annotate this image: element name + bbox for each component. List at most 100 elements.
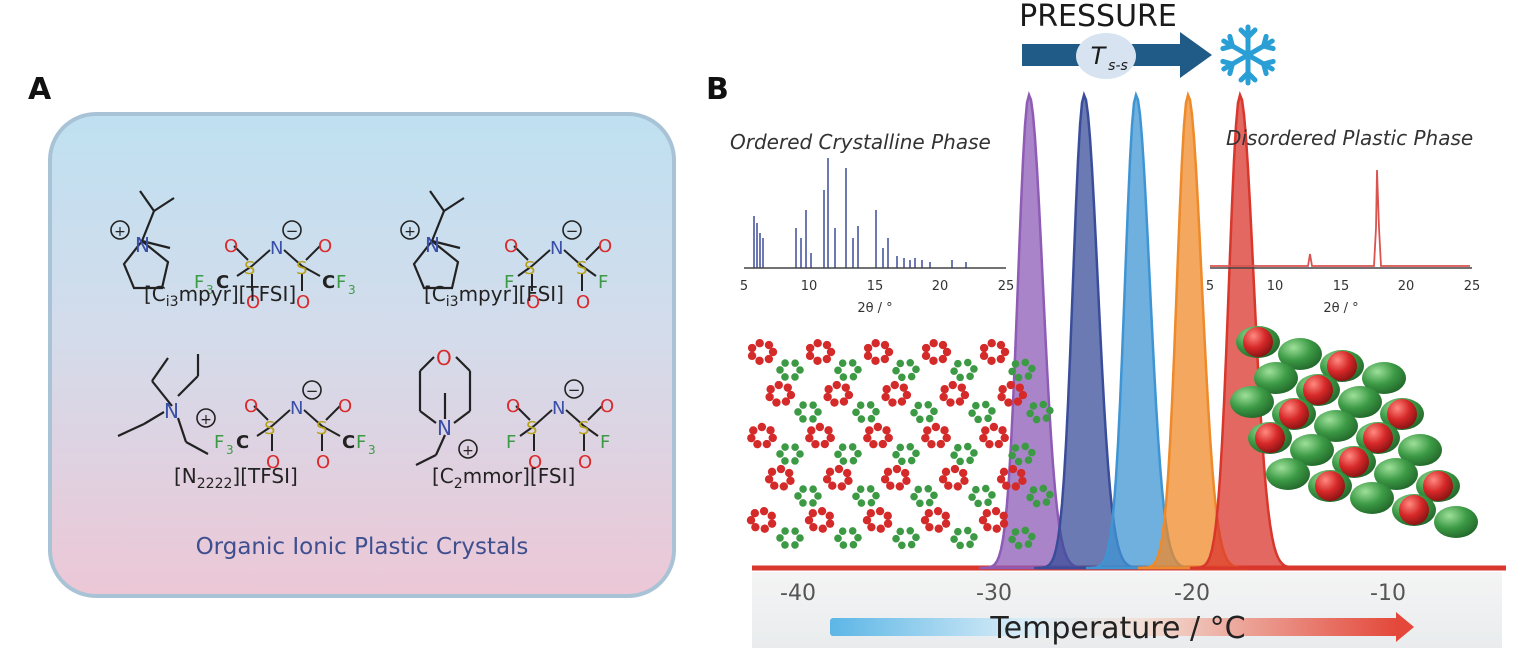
anion-atom <box>805 433 814 443</box>
cation-atom <box>906 358 915 367</box>
disordered-tick-25: 25 <box>1464 279 1481 294</box>
anion-atom <box>936 439 946 449</box>
cation-atom <box>1039 484 1048 493</box>
cation-atom <box>1024 456 1033 464</box>
anion-atom <box>784 468 794 478</box>
ordered-tick-10: 10 <box>801 279 818 294</box>
svg-text:−: − <box>566 222 579 240</box>
cation-atom <box>1014 373 1023 382</box>
ordered-tick-5: 5 <box>740 279 748 294</box>
svg-text:O: O <box>600 396 614 417</box>
cation-atom <box>1046 406 1054 415</box>
disordered-xrd-xlabel: 2θ / ° <box>1323 301 1358 316</box>
molecule-c2mmor-fsi: O N + S S N − O O O O F F <box>415 346 614 473</box>
cation-atom <box>1032 415 1041 424</box>
anion-sphere <box>1327 351 1357 381</box>
anion-atom <box>768 347 778 357</box>
anion-atom <box>844 476 853 486</box>
cation-atom <box>781 527 789 535</box>
cation-atom <box>849 372 858 381</box>
anion-atom <box>897 397 907 406</box>
anion-atom <box>880 475 890 484</box>
molecule-n2222-tfsi: N + S S N − O O O O F 3 C C F 3 <box>117 354 376 473</box>
panel-b-letter: B <box>706 72 729 107</box>
molecule-ci3mpyr-tfsi: + N S S N − O O O O F 3 C C F 3 <box>110 190 356 313</box>
anion-atom <box>767 467 777 477</box>
anion-atom <box>807 426 816 435</box>
anion-atom <box>786 390 796 400</box>
cation-atom <box>809 499 817 507</box>
pressure-arrow-head <box>1180 32 1212 78</box>
anion-atom <box>811 439 820 449</box>
anion-sphere <box>1423 471 1453 501</box>
cation-atom <box>849 540 858 549</box>
anion-atom <box>770 481 779 490</box>
cation-atom <box>925 498 934 507</box>
anion-atom <box>779 482 789 491</box>
panel-a-caption: Organic Ionic Plastic Crystals <box>195 534 529 560</box>
svg-text:N: N <box>290 398 303 419</box>
svg-text:S: S <box>526 418 537 439</box>
anion-atom <box>998 385 1007 394</box>
svg-text:+: + <box>462 443 474 459</box>
temperature-arrow-head <box>1396 612 1414 642</box>
anion-atom <box>1013 397 1023 406</box>
svg-text:O: O <box>578 452 592 473</box>
plastic-crystal-structure <box>1230 326 1478 538</box>
svg-text:S: S <box>578 418 589 439</box>
cation-atom <box>857 415 866 423</box>
anion-atom <box>822 354 832 364</box>
cation-atom <box>839 541 848 549</box>
cation-atom <box>796 450 804 458</box>
svg-text:+: + <box>114 224 126 240</box>
anion-atom <box>902 476 911 486</box>
cation-atom <box>809 401 817 409</box>
cation-atom <box>1029 486 1038 494</box>
panel-a-box: + N S S N − O O O O F 3 C C F 3 [Ci3mpyr… <box>48 112 676 598</box>
cation-atom <box>852 492 860 501</box>
anion-atom <box>826 433 835 443</box>
anion-atom <box>941 511 950 521</box>
anion-atom <box>960 390 970 400</box>
anion-atom <box>834 464 844 474</box>
cation-atom <box>907 540 916 549</box>
anion-atom <box>996 475 1006 484</box>
cation-atom <box>898 457 906 466</box>
cation-atom <box>916 415 924 424</box>
anion-atom <box>866 508 876 518</box>
cation-atom <box>1021 442 1030 451</box>
anion-atom <box>824 385 833 394</box>
ordered-xrd-plot: 5 10 15 20 25 2θ / ° <box>740 158 1014 316</box>
anion-atom <box>747 351 757 361</box>
ordered-crystal-structure <box>746 339 1054 550</box>
svg-text:F: F <box>506 432 516 453</box>
cation-atom <box>912 533 920 542</box>
cation-atom <box>838 527 847 536</box>
cation-atom <box>988 491 996 499</box>
cation-atom <box>966 372 974 381</box>
anion-atom <box>746 516 756 525</box>
svg-text:C: C <box>236 432 249 453</box>
anion-atom <box>942 433 951 443</box>
cation-atom <box>954 527 962 536</box>
anion-atom <box>813 356 822 365</box>
anion-atom <box>828 481 837 490</box>
anion-atom <box>863 343 873 353</box>
anion-atom <box>979 433 988 443</box>
anion-atom <box>883 467 893 477</box>
anion-atom <box>869 439 878 449</box>
anion-atom <box>867 522 876 532</box>
anion-atom <box>934 524 943 533</box>
snowflake-icon <box>1220 24 1276 86</box>
anion-atom <box>753 439 762 449</box>
anion-sphere <box>1303 375 1333 405</box>
anion-atom <box>1008 464 1018 474</box>
svg-text:+: + <box>404 224 416 240</box>
compound-label-4: [C2mmor][FSI] <box>432 464 576 492</box>
pressure-label: PRESSURE <box>1019 0 1177 34</box>
anion-atom <box>757 422 767 432</box>
cation-atom <box>867 498 876 507</box>
cation-atom <box>848 359 857 367</box>
anion-atom <box>804 516 814 525</box>
cation-atom <box>1028 532 1036 541</box>
